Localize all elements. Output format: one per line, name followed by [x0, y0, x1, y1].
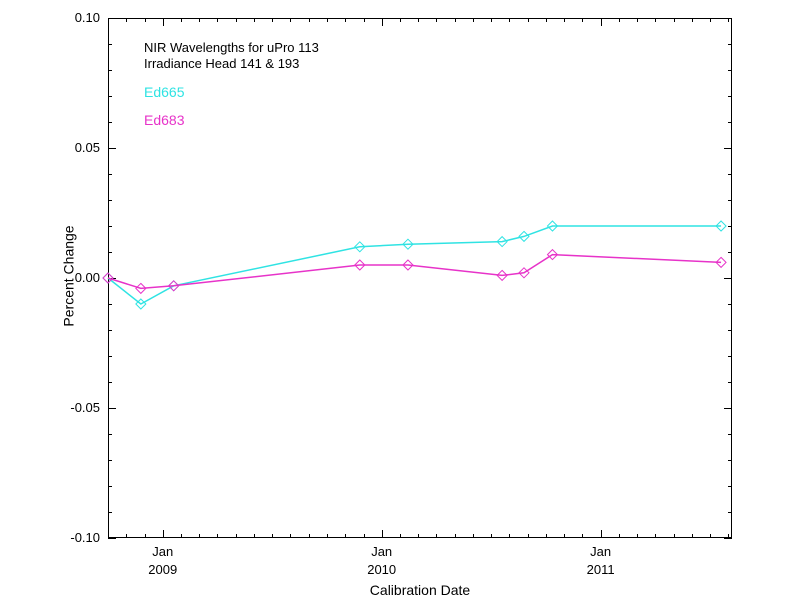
chart-container: -0.10 -0.05 0.00 0.05 0.10 Jan Jan Jan 2…: [0, 0, 792, 612]
chart-lines: [0, 0, 792, 612]
